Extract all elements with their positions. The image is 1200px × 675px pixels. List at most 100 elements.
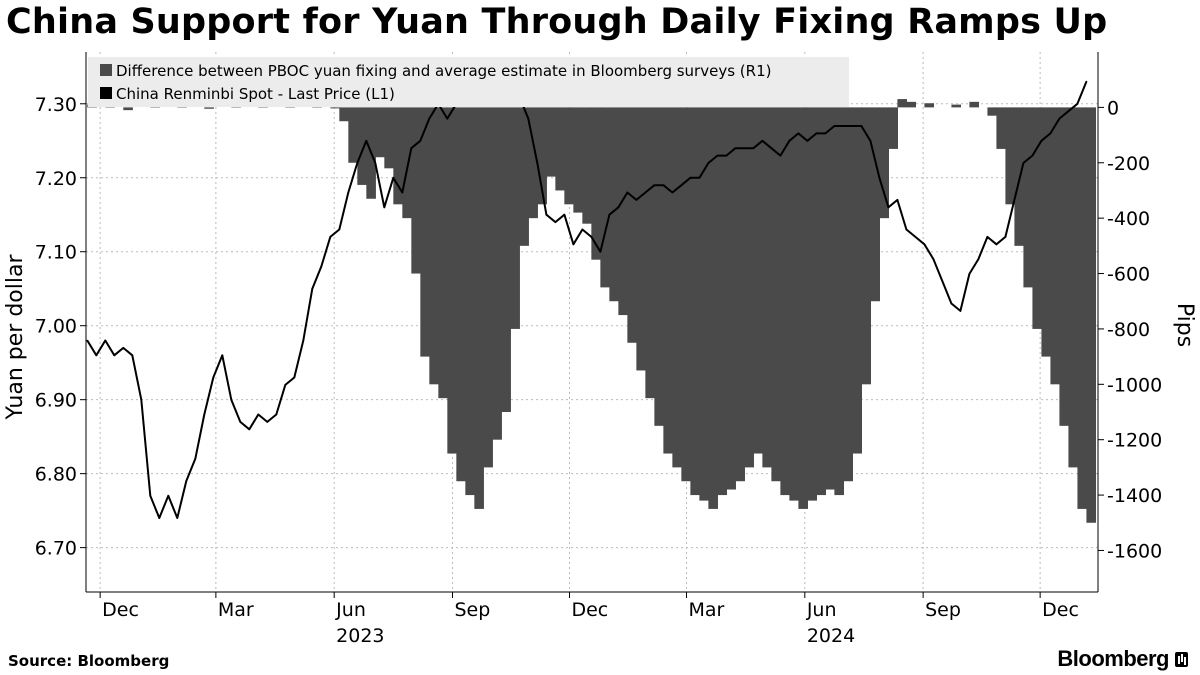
- bar: [465, 107, 475, 496]
- bar: [1059, 107, 1070, 426]
- line-point: [896, 199, 899, 201]
- right-tick-label: -1400: [1107, 485, 1162, 507]
- line-point: [1013, 199, 1016, 201]
- line-point: [761, 139, 764, 142]
- bar: [501, 107, 511, 412]
- line-point: [581, 228, 584, 231]
- line-point: [545, 213, 548, 216]
- line-point: [212, 376, 215, 379]
- bar: [564, 107, 574, 205]
- bar: [1086, 107, 1097, 523]
- left-tick-label: 7.30: [35, 94, 77, 116]
- bar: [924, 103, 935, 108]
- bar: [573, 107, 583, 213]
- line-point: [851, 125, 854, 127]
- line-point: [572, 243, 575, 246]
- line-point: [743, 147, 746, 149]
- left-tick-label: 6.90: [35, 390, 77, 412]
- bar: [1032, 107, 1043, 329]
- line-point: [1004, 236, 1007, 238]
- line-point: [365, 139, 368, 142]
- bar: [582, 107, 592, 224]
- bar: [717, 107, 727, 496]
- bar: [1050, 107, 1061, 385]
- line-point: [887, 206, 890, 209]
- bar: [339, 107, 349, 122]
- legend-background: [88, 57, 849, 107]
- bar: [879, 107, 889, 219]
- line-point: [86, 339, 89, 342]
- bar: [834, 107, 844, 496]
- line-point: [662, 184, 665, 186]
- line-point: [338, 228, 341, 231]
- bar: [519, 107, 529, 246]
- line-point: [104, 339, 107, 342]
- line-point: [671, 191, 674, 194]
- x-tick-label: Dec: [571, 599, 608, 621]
- source-note: Source: Bloomberg: [8, 652, 170, 670]
- right-tick-label: 0: [1107, 97, 1119, 119]
- line-point: [878, 176, 881, 179]
- line-point: [131, 354, 134, 357]
- bar: [204, 107, 214, 109]
- line-point: [689, 176, 692, 179]
- bar: [555, 107, 565, 191]
- bar: [861, 107, 871, 385]
- bar: [1023, 107, 1034, 288]
- line-point: [752, 147, 755, 149]
- bar: [951, 104, 962, 108]
- right-tick-label: -600: [1107, 264, 1150, 286]
- bar: [438, 107, 448, 399]
- bar: [618, 107, 628, 316]
- left-tick-label: 6.80: [35, 464, 77, 486]
- line-point: [383, 206, 386, 209]
- x-tick-label: Dec: [1042, 599, 1079, 621]
- line-point: [410, 147, 413, 149]
- bar: [762, 107, 772, 468]
- line-point: [608, 213, 611, 216]
- line-point: [1085, 80, 1088, 83]
- bar: [429, 107, 439, 385]
- brand-name: Bloomberg: [1057, 646, 1169, 671]
- chart-title: China Support for Yuan Through Daily Fix…: [6, 2, 1108, 42]
- bar: [699, 107, 709, 501]
- bar: [969, 101, 980, 108]
- bar: [384, 107, 394, 169]
- bar: [888, 107, 899, 149]
- bar: [1041, 107, 1052, 357]
- right-tick-label: -400: [1107, 208, 1150, 230]
- bar: [843, 107, 853, 482]
- line-point: [419, 139, 422, 142]
- line-point: [428, 117, 431, 120]
- bar: [492, 107, 502, 440]
- line-point: [113, 354, 116, 357]
- line-point: [320, 265, 323, 268]
- bar: [474, 107, 484, 509]
- bar: [906, 101, 917, 108]
- right-tick-label: -200: [1107, 153, 1150, 175]
- line-point: [275, 413, 278, 416]
- line-point: [734, 147, 737, 149]
- line-point: [230, 398, 233, 401]
- bar: [780, 107, 790, 496]
- bar: [1077, 107, 1088, 509]
- line-point: [644, 191, 647, 194]
- line-point: [824, 132, 827, 135]
- right-tick-label: -800: [1107, 319, 1150, 341]
- line-point: [392, 176, 395, 179]
- bar: [348, 107, 358, 163]
- line-point: [860, 125, 863, 127]
- line-point: [617, 206, 620, 209]
- bar: [645, 107, 655, 399]
- bar: [672, 107, 682, 468]
- line-point: [257, 413, 260, 416]
- bar: [375, 107, 385, 158]
- left-tick-label: 7.10: [35, 242, 77, 264]
- x-tick-label: Dec: [102, 599, 139, 621]
- right-tick-label: -1600: [1107, 540, 1162, 562]
- bar: [852, 107, 862, 454]
- line-point: [599, 250, 602, 253]
- bar: [402, 107, 412, 219]
- line-point: [563, 213, 566, 216]
